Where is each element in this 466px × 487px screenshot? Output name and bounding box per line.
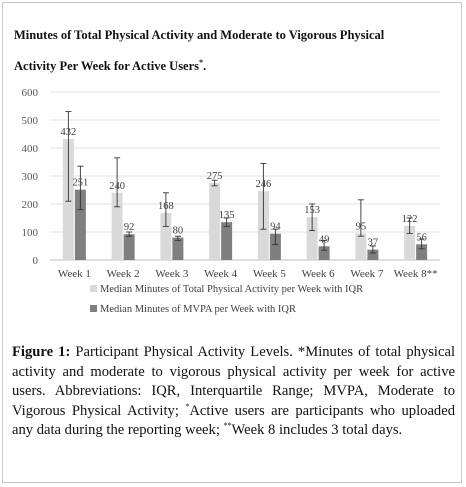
data-label: 432 [61, 127, 77, 138]
y-tick-label: 100 [22, 227, 39, 239]
data-label: 153 [304, 205, 320, 216]
bar-chart: 0 100 200 300 400 500 600 432 251 Week 1 240 92 Week… [22, 87, 440, 315]
bar-mvpa [172, 237, 184, 260]
legend-swatch [90, 305, 97, 312]
data-label: 95 [356, 221, 367, 232]
figure-caption: Figure 1: Participant Physical Activity … [12, 343, 455, 441]
x-tick-label: Week 8** [394, 268, 438, 280]
chart-title-line1: Minutes of Total Physical Activity and M… [14, 28, 385, 42]
chart-title-line2: Activity Per Week for Active Users*. [14, 58, 444, 74]
bar-total-pa [355, 233, 367, 260]
chart-title-sup: * [199, 58, 204, 67]
data-label: 122 [402, 214, 418, 225]
bar-mvpa [367, 249, 379, 260]
y-tick-label: 0 [33, 255, 39, 267]
y-tick-label: 600 [22, 87, 39, 99]
y-tick-label: 300 [22, 171, 39, 183]
caption-text-3: Week 8 includes 3 total days. [231, 422, 403, 439]
caption-text-1: Participant Physical Activity Levels. *M… [12, 344, 455, 419]
x-tick-label: Week 5 [253, 268, 287, 280]
y-tick-label: 500 [22, 115, 39, 127]
bar-total-pa [404, 225, 416, 260]
bar-mvpa [74, 189, 86, 260]
data-label: 92 [124, 222, 135, 233]
x-tick-label: Week 6 [302, 268, 336, 280]
data-label: 275 [207, 171, 223, 182]
chart-title-end: . [203, 59, 207, 74]
caption-sup-2: ** [223, 421, 232, 431]
x-tick-label: Week 7 [350, 268, 384, 280]
data-label: 168 [158, 201, 174, 212]
y-tick-label: 200 [22, 199, 39, 211]
bar-mvpa [416, 244, 428, 260]
bar-total-pa [111, 192, 123, 260]
data-label: 135 [219, 210, 235, 221]
caption-sup-1: * [185, 401, 190, 411]
data-label: 80 [173, 226, 184, 237]
data-label: 49 [319, 234, 330, 245]
bar-mvpa [269, 233, 281, 260]
bar-mvpa [221, 222, 233, 260]
x-tick-label: Week 3 [155, 268, 189, 280]
data-label: 56 [416, 232, 427, 243]
bar-total-pa [209, 183, 221, 260]
legend-label: Median Minutes of Total Physical Activit… [100, 284, 363, 295]
data-label: 246 [256, 179, 272, 190]
bar-total-pa [306, 217, 318, 260]
bar-mvpa [123, 234, 135, 260]
data-label: 240 [109, 181, 125, 192]
legend-swatch [90, 285, 97, 292]
legend-label: Median Minutes of MVPA per Week with IQR [100, 304, 296, 315]
figure-frame [2, 2, 462, 483]
data-label: 94 [270, 222, 281, 233]
x-tick-label: Week 1 [58, 268, 91, 280]
data-label: 37 [368, 238, 379, 249]
data-label: 251 [73, 178, 89, 189]
chart-title-line2-text: Activity Per Week for Active Users [14, 59, 200, 74]
caption-label: Figure 1: [12, 344, 71, 360]
y-tick-label: 400 [22, 143, 39, 155]
caption-text-2: Active users are participants who upload… [12, 402, 455, 439]
x-tick-label: Week 2 [107, 268, 140, 280]
bar-mvpa [318, 246, 330, 260]
bar-total-pa [160, 212, 172, 260]
x-tick-label: Week 4 [204, 268, 238, 280]
